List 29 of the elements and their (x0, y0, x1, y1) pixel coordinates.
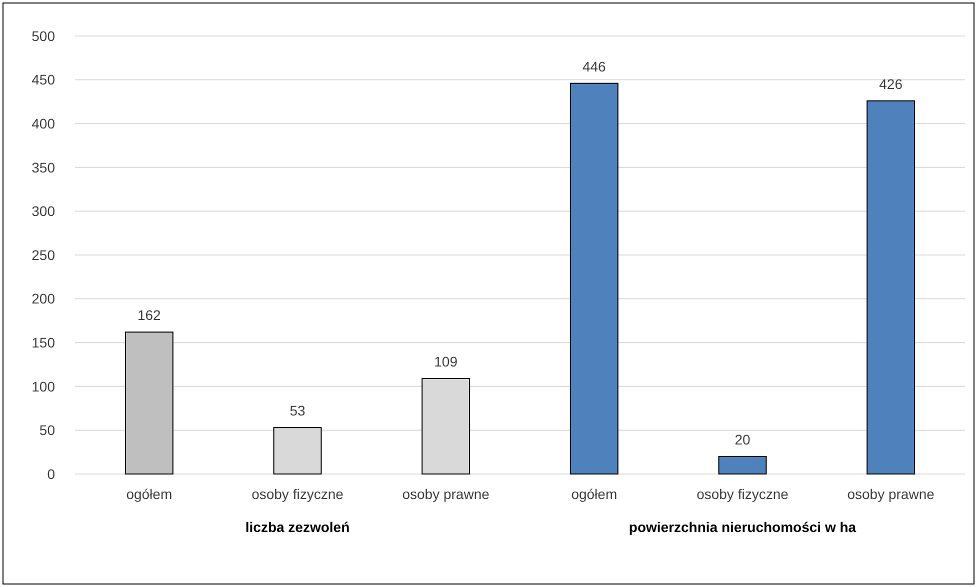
y-tick-label: 500 (32, 28, 56, 44)
y-tick-label: 300 (32, 203, 56, 220)
y-tick-label: 200 (32, 290, 56, 307)
data-label: 162 (137, 307, 162, 324)
bar (124, 332, 174, 474)
x-tick-label: ogółem (571, 486, 618, 502)
x-tick-label: osoby prawne (847, 486, 935, 502)
data-label: 109 (434, 354, 458, 370)
y-tick-label: 450 (32, 72, 56, 88)
y-tick-label: 400 (32, 116, 56, 132)
data-label: 20 (734, 431, 750, 448)
bar (570, 82, 618, 474)
bar (866, 100, 916, 474)
text: powierzchnia nieruchomości w ha (628, 519, 856, 535)
y-tick-label: 150 (32, 334, 56, 350)
x-tick-label: osoby fizyczne (252, 486, 344, 502)
y-tick-label: 250 (32, 246, 56, 263)
x-tick-label: ogółem (126, 486, 172, 502)
text: liczba zezwoleń (245, 519, 350, 535)
x-tick-label: osoby fizyczne (696, 486, 789, 502)
y-tick-label: 100 (32, 378, 56, 394)
data-label: 53 (290, 402, 306, 419)
x-tick-label: osoby prawne (402, 486, 490, 502)
data-label: 426 (879, 76, 903, 92)
data-label: 446 (582, 58, 606, 74)
y-tick-label: 50 (39, 422, 56, 438)
bar (718, 456, 767, 474)
y-tick-label: 350 (32, 159, 56, 176)
y-tick-label: 0 (47, 466, 56, 482)
